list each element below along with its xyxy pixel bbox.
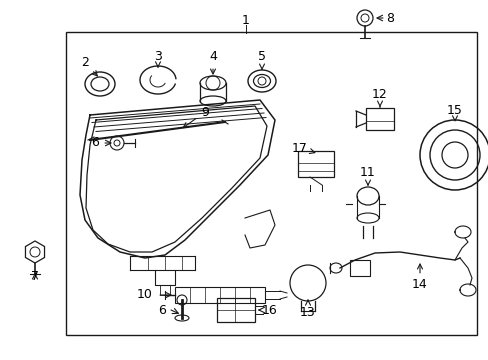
Text: 6: 6 (158, 303, 165, 316)
Text: 13: 13 (300, 300, 315, 320)
Text: 7: 7 (31, 270, 39, 283)
Text: 9: 9 (183, 105, 208, 128)
Bar (66, 32, 476, 335)
Bar (217, 298, 254, 322)
Text: 14: 14 (411, 264, 427, 292)
Text: 4: 4 (209, 50, 217, 74)
Text: 16: 16 (262, 303, 277, 316)
Text: 12: 12 (371, 89, 387, 107)
Text: 6: 6 (91, 136, 99, 149)
Text: 3: 3 (154, 50, 162, 67)
Bar (365, 108, 393, 130)
Text: 2: 2 (81, 55, 97, 76)
Text: 15: 15 (446, 104, 462, 121)
Text: 11: 11 (359, 166, 375, 185)
Text: 1: 1 (242, 13, 249, 27)
Text: 8: 8 (385, 12, 393, 24)
Bar (297, 151, 333, 177)
Text: 17: 17 (291, 141, 314, 154)
Bar (349, 260, 369, 276)
Text: 5: 5 (258, 50, 265, 69)
Bar (175, 287, 264, 303)
Text: 10: 10 (137, 288, 153, 302)
